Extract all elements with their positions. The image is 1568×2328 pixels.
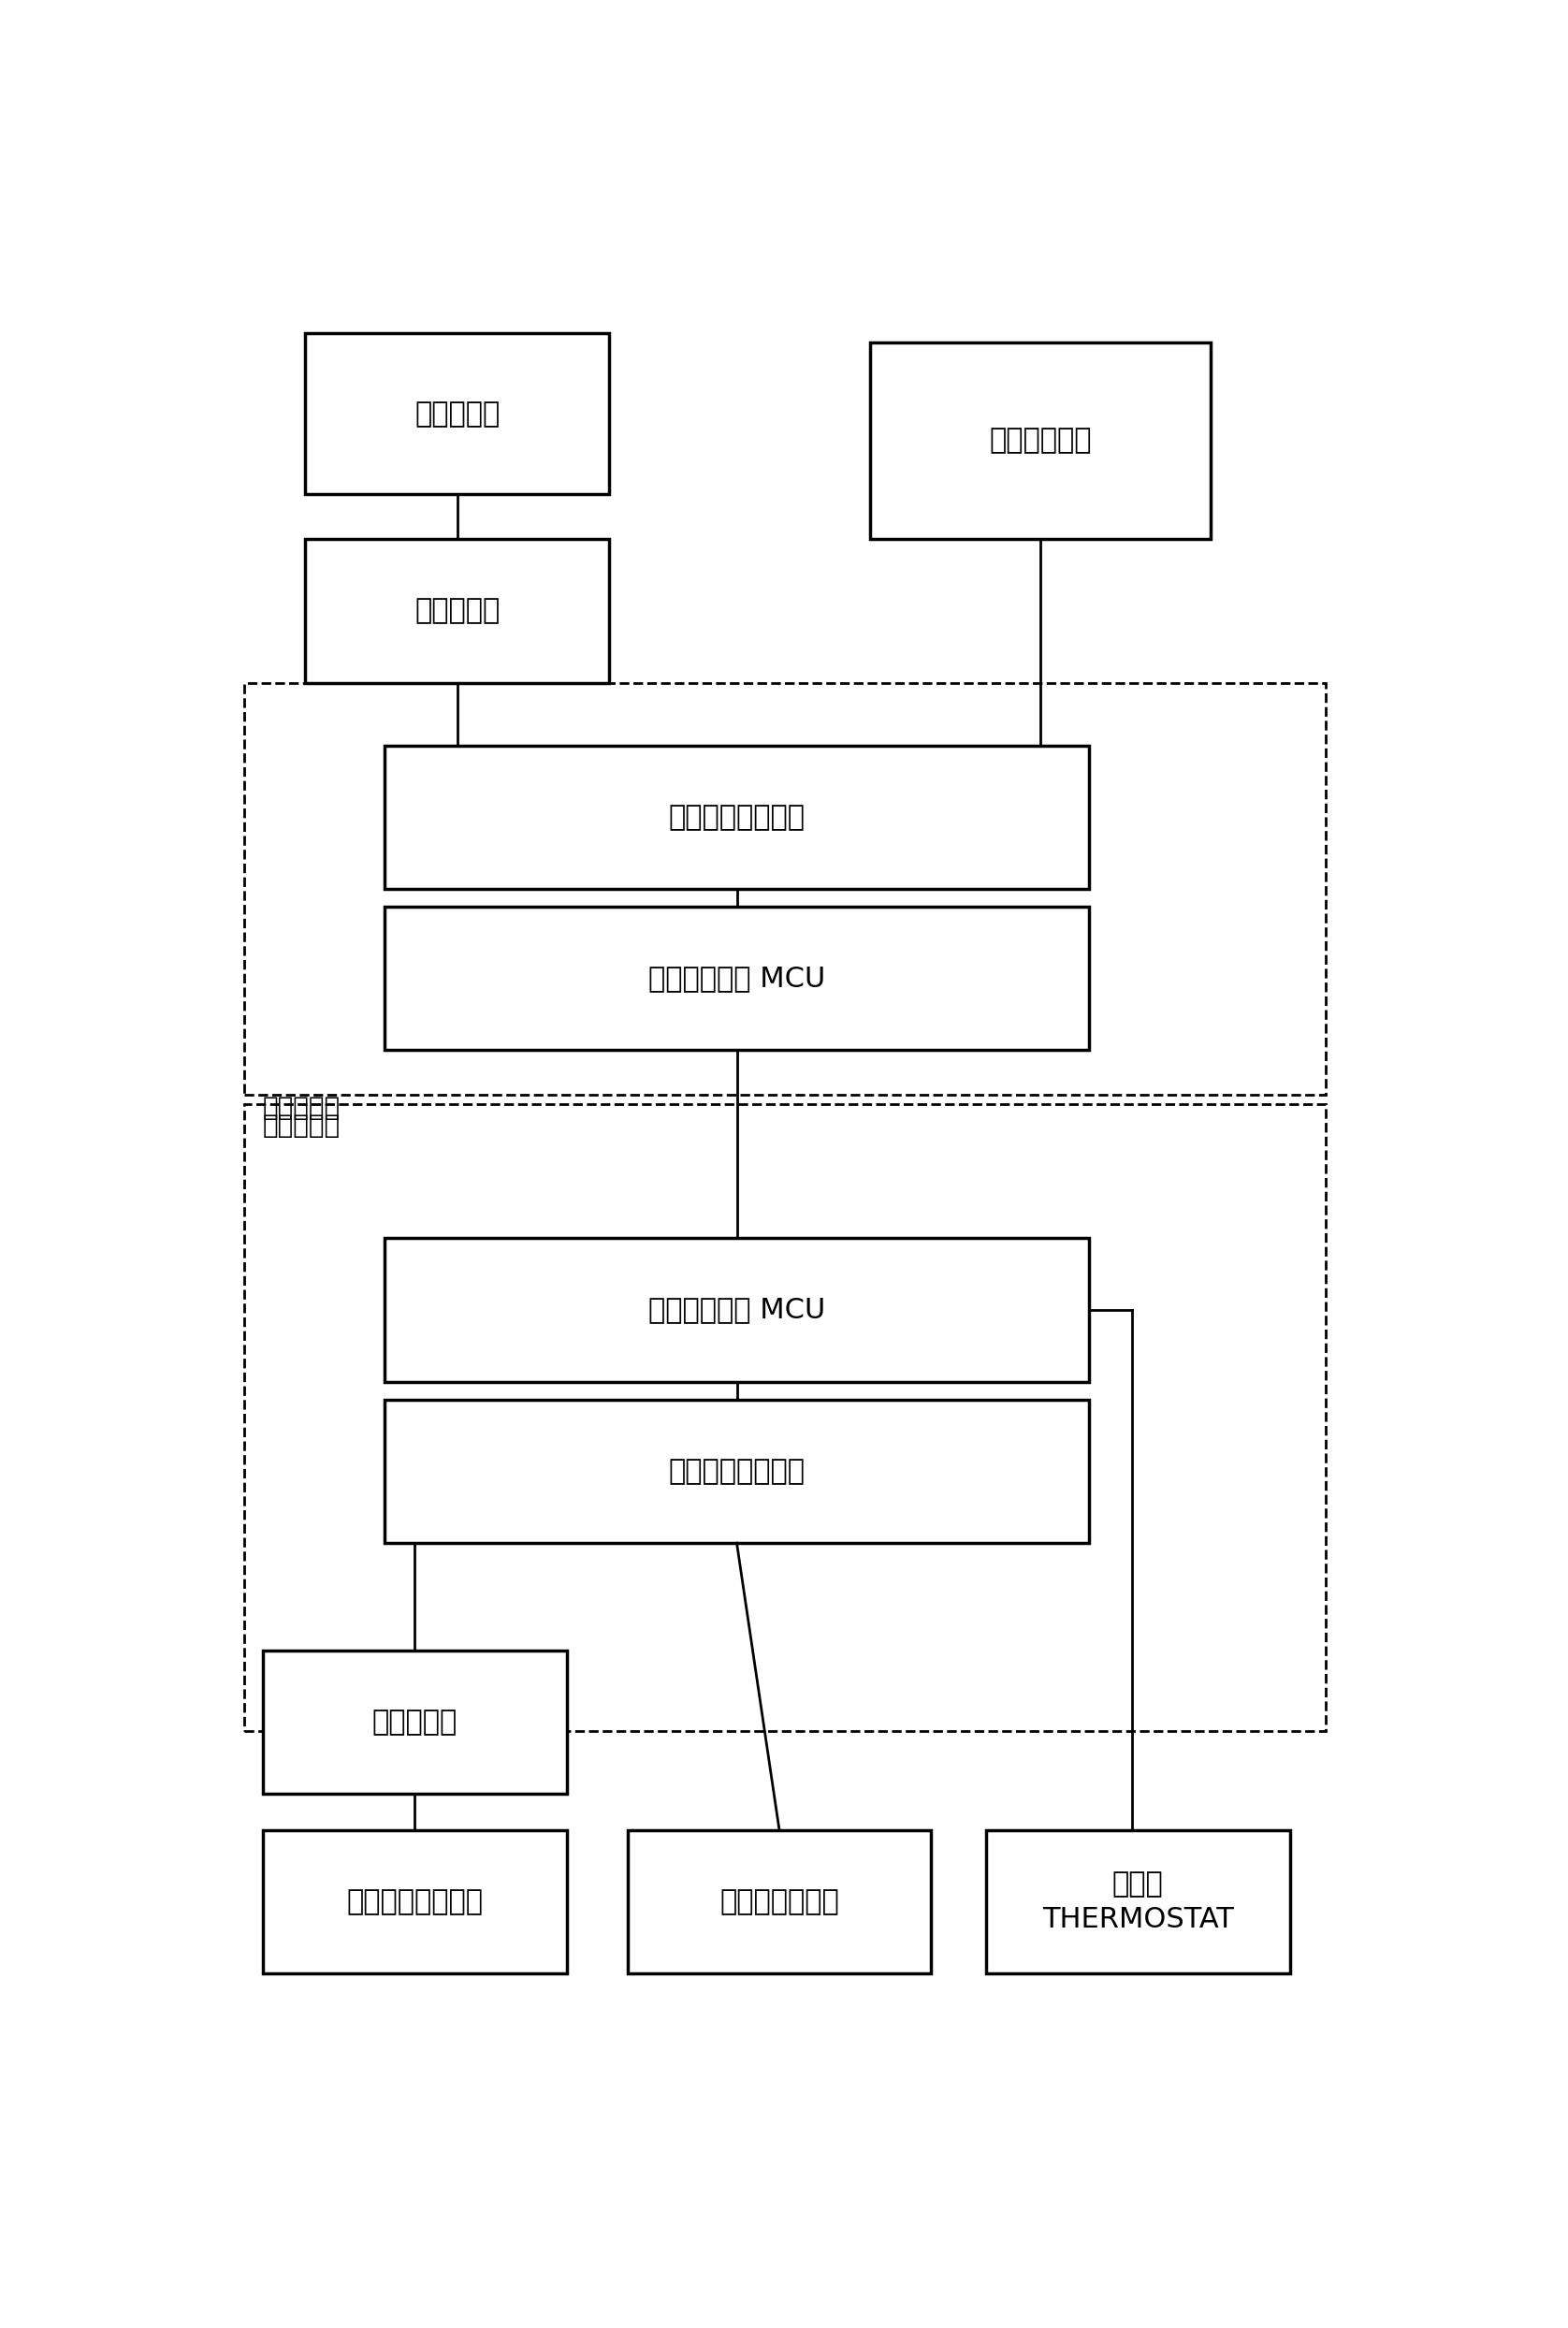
Bar <box>306 333 608 494</box>
Bar <box>384 1399 1090 1543</box>
Bar <box>263 1830 566 1974</box>
Text: 外机微处理器 MCU: 外机微处理器 MCU <box>648 964 825 992</box>
Bar <box>384 908 1090 1050</box>
Bar <box>384 745 1090 889</box>
Text: 燃气引风机电机: 燃气引风机电机 <box>720 1888 839 1916</box>
Text: 电机控制器: 电机控制器 <box>414 598 500 624</box>
Bar <box>384 1238 1090 1383</box>
Bar <box>263 1651 566 1795</box>
Text: 内机微处理器 MCU: 内机微处理器 MCU <box>648 1297 825 1325</box>
Bar <box>306 540 608 682</box>
Bar <box>870 342 1210 540</box>
Text: 电机控制接口单元: 电机控制接口单元 <box>668 803 804 831</box>
Bar <box>245 682 1327 1094</box>
Text: 恒温器
THERMOSTAT: 恒温器 THERMOSTAT <box>1043 1869 1234 1932</box>
Text: 外机控制器: 外机控制器 <box>263 1094 340 1122</box>
Text: 内机控制器: 内机控制器 <box>263 1113 340 1138</box>
Text: 电机控制接口单元: 电机控制接口单元 <box>668 1457 804 1485</box>
Text: 压缩机电机: 压缩机电机 <box>414 400 500 428</box>
Bar <box>627 1830 931 1974</box>
Bar <box>986 1830 1290 1974</box>
Text: 离心式鼓风机电机: 离心式鼓风机电机 <box>347 1888 483 1916</box>
Text: 电机控制器: 电机控制器 <box>372 1709 458 1737</box>
Bar <box>245 1103 1327 1732</box>
Text: 轴流风扇电机: 轴流风扇电机 <box>989 426 1091 454</box>
